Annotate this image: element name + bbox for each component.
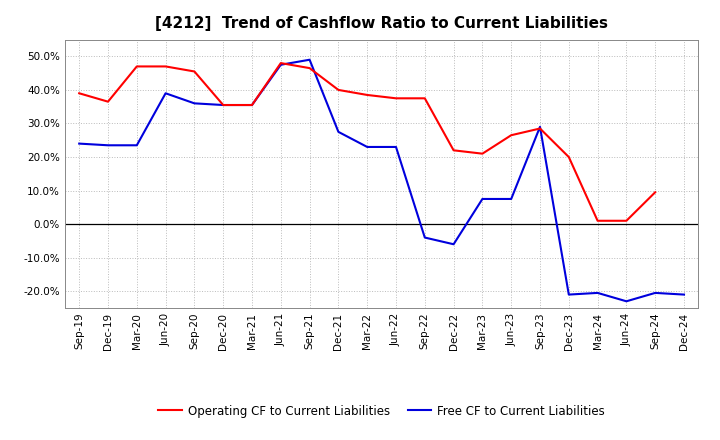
Operating CF to Current Liabilities	[334, 87, 343, 92]
Legend: Operating CF to Current Liabilities, Free CF to Current Liabilities: Operating CF to Current Liabilities, Fre…	[153, 400, 610, 422]
Free CF to Current Liabilities	[334, 129, 343, 135]
Line: Operating CF to Current Liabilities: Operating CF to Current Liabilities	[79, 63, 655, 221]
Operating CF to Current Liabilities	[276, 60, 285, 66]
Operating CF to Current Liabilities	[219, 103, 228, 108]
Operating CF to Current Liabilities	[420, 95, 429, 101]
Operating CF to Current Liabilities	[363, 92, 372, 98]
Free CF to Current Liabilities	[219, 103, 228, 108]
Operating CF to Current Liabilities	[593, 218, 602, 224]
Operating CF to Current Liabilities	[161, 64, 170, 69]
Free CF to Current Liabilities	[564, 292, 573, 297]
Free CF to Current Liabilities	[449, 242, 458, 247]
Free CF to Current Liabilities	[248, 103, 256, 108]
Free CF to Current Liabilities	[363, 144, 372, 150]
Line: Free CF to Current Liabilities: Free CF to Current Liabilities	[79, 60, 684, 301]
Title: [4212]  Trend of Cashflow Ratio to Current Liabilities: [4212] Trend of Cashflow Ratio to Curren…	[155, 16, 608, 32]
Operating CF to Current Liabilities	[564, 154, 573, 160]
Free CF to Current Liabilities	[132, 143, 141, 148]
Free CF to Current Liabilities	[651, 290, 660, 296]
Operating CF to Current Liabilities	[449, 148, 458, 153]
Operating CF to Current Liabilities	[622, 218, 631, 224]
Operating CF to Current Liabilities	[248, 103, 256, 108]
Free CF to Current Liabilities	[392, 144, 400, 150]
Free CF to Current Liabilities	[420, 235, 429, 240]
Free CF to Current Liabilities	[305, 57, 314, 62]
Operating CF to Current Liabilities	[507, 132, 516, 138]
Free CF to Current Liabilities	[478, 196, 487, 202]
Free CF to Current Liabilities	[104, 143, 112, 148]
Free CF to Current Liabilities	[622, 299, 631, 304]
Operating CF to Current Liabilities	[104, 99, 112, 104]
Free CF to Current Liabilities	[75, 141, 84, 146]
Free CF to Current Liabilities	[536, 124, 544, 129]
Free CF to Current Liabilities	[507, 196, 516, 202]
Free CF to Current Liabilities	[593, 290, 602, 296]
Operating CF to Current Liabilities	[75, 91, 84, 96]
Operating CF to Current Liabilities	[305, 66, 314, 71]
Operating CF to Current Liabilities	[132, 64, 141, 69]
Free CF to Current Liabilities	[680, 292, 688, 297]
Free CF to Current Liabilities	[190, 101, 199, 106]
Operating CF to Current Liabilities	[190, 69, 199, 74]
Operating CF to Current Liabilities	[651, 190, 660, 195]
Free CF to Current Liabilities	[161, 91, 170, 96]
Operating CF to Current Liabilities	[478, 151, 487, 156]
Operating CF to Current Liabilities	[392, 95, 400, 101]
Operating CF to Current Liabilities	[536, 126, 544, 131]
Free CF to Current Liabilities	[276, 62, 285, 67]
